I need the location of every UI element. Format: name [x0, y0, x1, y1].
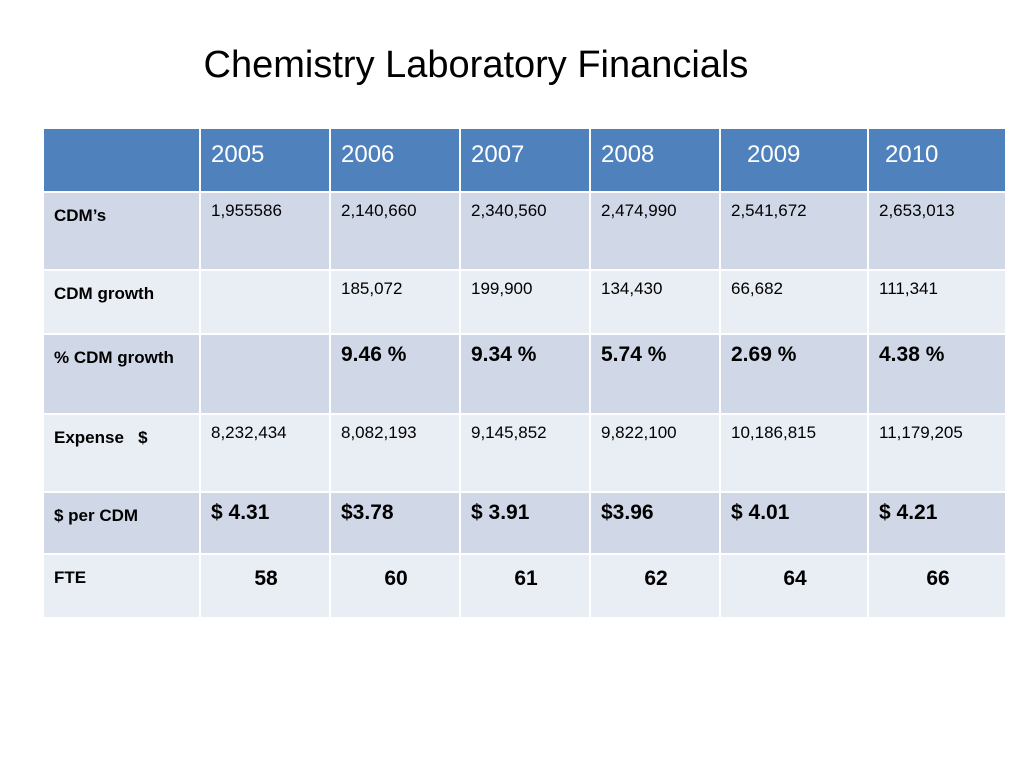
- financials-table: 2005 2006 2007 2008 2009 2010 CDM’s 1,95…: [42, 127, 1007, 619]
- table-cell: [199, 269, 331, 335]
- row-label: CDM’s: [42, 191, 201, 271]
- table-cell: 62: [589, 553, 721, 619]
- table-cell: 199,900: [459, 269, 591, 335]
- row-label: % CDM growth: [42, 333, 201, 415]
- table-cell: 2,340,560: [459, 191, 591, 271]
- table-cell: 11,179,205: [867, 413, 1007, 493]
- header-year: 2005: [199, 127, 331, 193]
- table-cell: $ 4.01: [719, 491, 869, 555]
- table-cell: 2,140,660: [329, 191, 461, 271]
- table-row: CDM’s 1,955586 2,140,660 2,340,560 2,474…: [42, 191, 1007, 271]
- table-cell: 5.74 %: [589, 333, 721, 415]
- table-cell: 2,474,990: [589, 191, 721, 271]
- table-cell: $3.96: [589, 491, 721, 555]
- table-cell: 10,186,815: [719, 413, 869, 493]
- table-row: $ per CDM $ 4.31 $3.78 $ 3.91 $3.96 $ 4.…: [42, 491, 1007, 555]
- table-cell: 61: [459, 553, 591, 619]
- table-cell: $ 4.21: [867, 491, 1007, 555]
- table-cell: 9.34 %: [459, 333, 591, 415]
- header-year: 2010: [867, 127, 1007, 193]
- row-label: Expense $: [42, 413, 201, 493]
- table-cell: 2,541,672: [719, 191, 869, 271]
- table-row: Expense $ 8,232,434 8,082,193 9,145,852 …: [42, 413, 1007, 493]
- table-cell: 9.46 %: [329, 333, 461, 415]
- table-cell: 4.38 %: [867, 333, 1007, 415]
- table-cell: 2.69 %: [719, 333, 869, 415]
- table-cell: 8,082,193: [329, 413, 461, 493]
- header-year: 2008: [589, 127, 721, 193]
- table-cell: 60: [329, 553, 461, 619]
- table-cell: 8,232,434: [199, 413, 331, 493]
- header-year: 2009: [719, 127, 869, 193]
- table-row: % CDM growth 9.46 % 9.34 % 5.74 % 2.69 %…: [42, 333, 1007, 415]
- table-cell: 111,341: [867, 269, 1007, 335]
- table-cell: $3.78: [329, 491, 461, 555]
- table-row: CDM growth 185,072 199,900 134,430 66,68…: [42, 269, 1007, 335]
- row-label: FTE: [42, 553, 201, 619]
- table-cell: 9,145,852: [459, 413, 591, 493]
- header-row: 2005 2006 2007 2008 2009 2010: [42, 127, 1007, 193]
- table-cell: 66: [867, 553, 1007, 619]
- row-label: $ per CDM: [42, 491, 201, 555]
- table-cell: 1,955586: [199, 191, 331, 271]
- table-cell: 58: [199, 553, 331, 619]
- table-cell: 64: [719, 553, 869, 619]
- table-cell: $ 4.31: [199, 491, 331, 555]
- table-cell: 9,822,100: [589, 413, 721, 493]
- table-cell: [199, 333, 331, 415]
- header-year: 2006: [329, 127, 461, 193]
- table-cell: 134,430: [589, 269, 721, 335]
- table-row: FTE 58 60 61 62 64 66: [42, 553, 1007, 619]
- header-corner: [42, 127, 201, 193]
- row-label: CDM growth: [42, 269, 201, 335]
- header-year: 2007: [459, 127, 591, 193]
- slide-title: Chemistry Laboratory Financials: [203, 44, 749, 86]
- table-cell: 185,072: [329, 269, 461, 335]
- table-cell: $ 3.91: [459, 491, 591, 555]
- table-cell: 2,653,013: [867, 191, 1007, 271]
- table-cell: 66,682: [719, 269, 869, 335]
